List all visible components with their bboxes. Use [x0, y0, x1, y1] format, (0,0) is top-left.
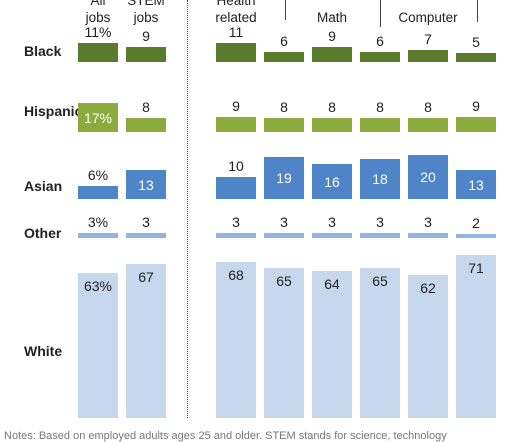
bar-value-label: 71 [468, 260, 484, 276]
bar-value-label: 19 [276, 170, 292, 186]
bar-value-label: 18 [372, 171, 388, 187]
column-marker-line [285, 0, 286, 20]
bar [264, 233, 304, 238]
bar-value-label: 63% [83, 278, 113, 294]
bar-value-label: 65 [372, 273, 388, 289]
row-label: White [24, 343, 63, 359]
bar [264, 157, 304, 199]
bar [456, 170, 496, 199]
bar [408, 275, 448, 418]
bar-value-label: 3% [87, 214, 109, 230]
row-label: Black [24, 43, 62, 59]
bar-value-label: 62 [420, 280, 436, 296]
bar-value-label: 8 [328, 99, 336, 115]
bar [312, 47, 352, 62]
bar [360, 233, 400, 238]
bar [360, 268, 400, 418]
column-header: Computer [398, 10, 458, 25]
bar-value-label: 6% [87, 167, 109, 183]
bar [312, 118, 352, 132]
bar-value-label: 3 [376, 214, 384, 230]
bar [408, 50, 448, 62]
bar-value-label: 9 [232, 98, 240, 114]
bar-value-label: 3 [142, 214, 150, 230]
bar-value-label: 10 [228, 158, 244, 174]
bar-value-label: 9 [472, 98, 480, 114]
column-header: Math [316, 10, 347, 25]
column-header: All jobs [85, 0, 111, 25]
bar [216, 262, 256, 418]
bar-value-label: 65 [276, 273, 292, 289]
row-label: Asian [24, 178, 63, 194]
bar-value-label: 3 [280, 214, 288, 230]
bar [126, 47, 166, 62]
bar [264, 118, 304, 132]
bar [456, 234, 496, 238]
bar [360, 118, 400, 132]
bar-value-label: 11 [228, 24, 244, 40]
bar-value-label: 20 [420, 169, 436, 185]
column-marker-line [477, 0, 478, 22]
bar [216, 177, 256, 199]
bar-value-label: 13 [138, 177, 154, 193]
bar [360, 52, 400, 62]
bar-value-label: 11% [84, 24, 112, 40]
chart-notes: Notes: Based on employed adults ages 25 … [4, 430, 447, 442]
column-header: STEM jobs [127, 0, 165, 25]
bar-value-label: 17% [83, 110, 113, 126]
bar [456, 53, 496, 62]
bar [126, 170, 166, 199]
bar-value-label: 8 [142, 99, 150, 115]
bar-value-label: 9 [328, 28, 336, 44]
bar [78, 186, 118, 199]
bar [312, 164, 352, 199]
bar [312, 271, 352, 418]
bar [216, 233, 256, 238]
bar-value-label: 9 [142, 28, 150, 44]
bar-value-label: 6 [280, 33, 288, 49]
bar-value-label: 3 [328, 214, 336, 230]
bar-value-label: 8 [280, 99, 288, 115]
column-marker-line [380, 0, 381, 27]
bar-value-label: 3 [232, 214, 240, 230]
bar [408, 155, 448, 199]
bar [78, 273, 118, 418]
row-label: Other [24, 225, 62, 241]
bar [264, 52, 304, 62]
bar [456, 255, 496, 418]
bar-value-label: 13 [468, 177, 484, 193]
bar-value-label: 6 [376, 33, 384, 49]
bar-value-label: 7 [424, 31, 432, 47]
bar [126, 233, 166, 238]
bar [408, 233, 448, 238]
bar-value-label: 68 [228, 267, 244, 283]
bar-value-label: 16 [324, 174, 340, 190]
bar [126, 118, 166, 132]
bar-value-label: 67 [138, 269, 154, 285]
bar [360, 159, 400, 199]
bar [78, 43, 118, 62]
bar-value-label: 5 [472, 34, 480, 50]
bar-value-label: 8 [376, 99, 384, 115]
column-header: Health related [215, 0, 257, 25]
bar [456, 117, 496, 132]
bar [264, 268, 304, 418]
bar-value-label: 2 [472, 215, 480, 231]
bar [408, 118, 448, 132]
bar [312, 233, 352, 238]
bar [216, 117, 256, 132]
row-label: Hispanic [24, 103, 83, 119]
bar [78, 233, 118, 238]
bar-value-label: 3 [424, 214, 432, 230]
bar [216, 43, 256, 62]
bar-value-label: 8 [424, 99, 432, 115]
group-divider [187, 0, 188, 418]
bar-value-label: 64 [324, 276, 340, 292]
bar [126, 264, 166, 418]
bar [78, 103, 118, 132]
